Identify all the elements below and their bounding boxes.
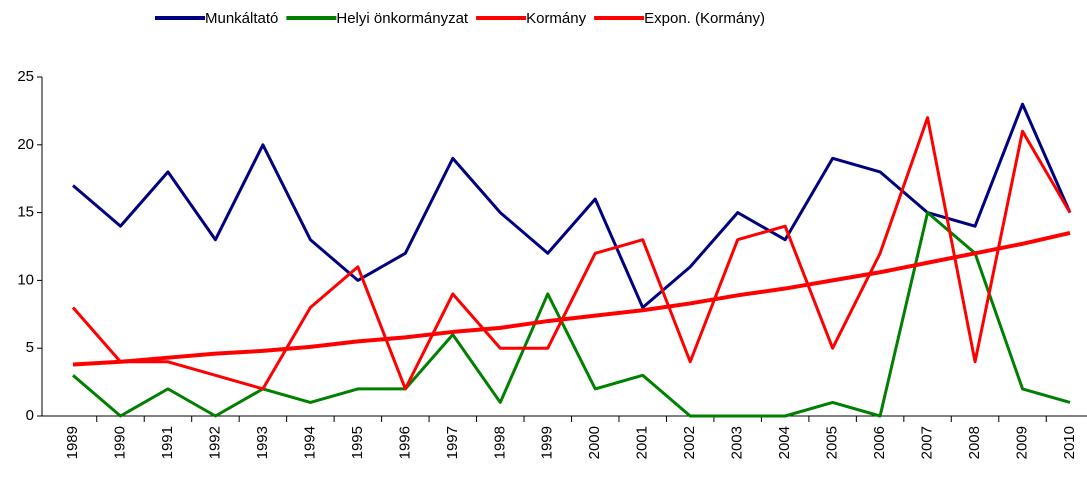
x-tick-label: 2005: [824, 426, 841, 459]
x-tick-label: 2008: [966, 426, 983, 459]
x-tick-label: 1999: [539, 426, 556, 459]
x-tick-label: 2010: [1061, 426, 1078, 459]
legend-label: Kormány: [526, 10, 587, 27]
series-line: [72, 102, 1072, 310]
y-tick-label: 25: [17, 68, 34, 85]
x-tick-label: 1991: [159, 426, 176, 459]
x-tick-label: 2004: [776, 426, 793, 459]
y-tick-label: 0: [26, 407, 34, 424]
x-tick-label: 2000: [586, 426, 603, 459]
x-tick-label: 2002: [681, 426, 698, 459]
y-tick-label: 15: [17, 204, 34, 221]
x-tick-label: 1993: [254, 426, 271, 459]
x-tick-label: 1990: [111, 426, 128, 459]
x-tick-label: 2009: [1013, 426, 1030, 459]
series-line: [71, 116, 1072, 391]
legend-label: Munkáltató: [205, 10, 278, 27]
legend-label: Expon. (Kormány): [644, 10, 765, 27]
x-tick-label: 1989: [64, 426, 81, 459]
x-tick-label: 1994: [301, 426, 318, 459]
x-tick-label: 1997: [444, 426, 461, 459]
x-tick-label: 2003: [729, 426, 746, 459]
x-tick-label: 1992: [206, 426, 223, 459]
x-tick-label: 1996: [396, 426, 413, 459]
y-tick-label: 10: [17, 271, 34, 288]
y-tick-label: 5: [26, 339, 34, 356]
y-tick-label: 20: [17, 136, 34, 153]
series-line: [72, 230, 1071, 367]
legend-label: Helyi önkormányzat: [336, 10, 469, 27]
x-tick-label: 1998: [491, 426, 508, 459]
x-tick-label: 2007: [919, 426, 936, 459]
x-tick-label: 2001: [634, 426, 651, 459]
x-tick-label: 1995: [349, 426, 366, 459]
series-line: [72, 211, 1071, 418]
x-tick-label: 2006: [871, 426, 888, 459]
